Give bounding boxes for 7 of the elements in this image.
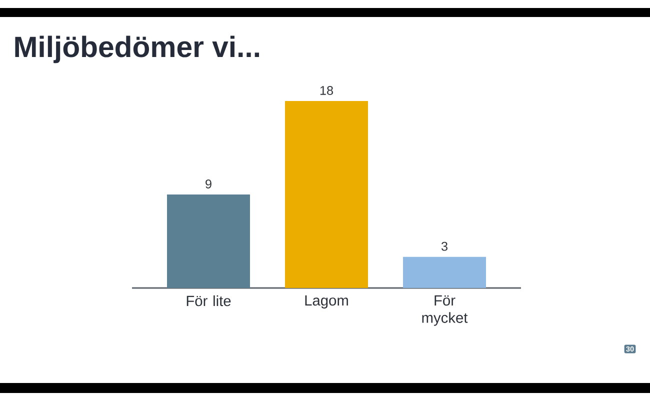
data-label: 18 [320, 86, 334, 95]
data-label: 9 [206, 179, 212, 188]
x-tick-label: För mycket [422, 295, 468, 326]
x-tick-label: För lite [186, 295, 231, 306]
data-label: 3 [441, 242, 448, 251]
x-tick-label: Lagom [305, 295, 348, 308]
chart-title: Miljöbedömer vi... [15, 36, 259, 64]
